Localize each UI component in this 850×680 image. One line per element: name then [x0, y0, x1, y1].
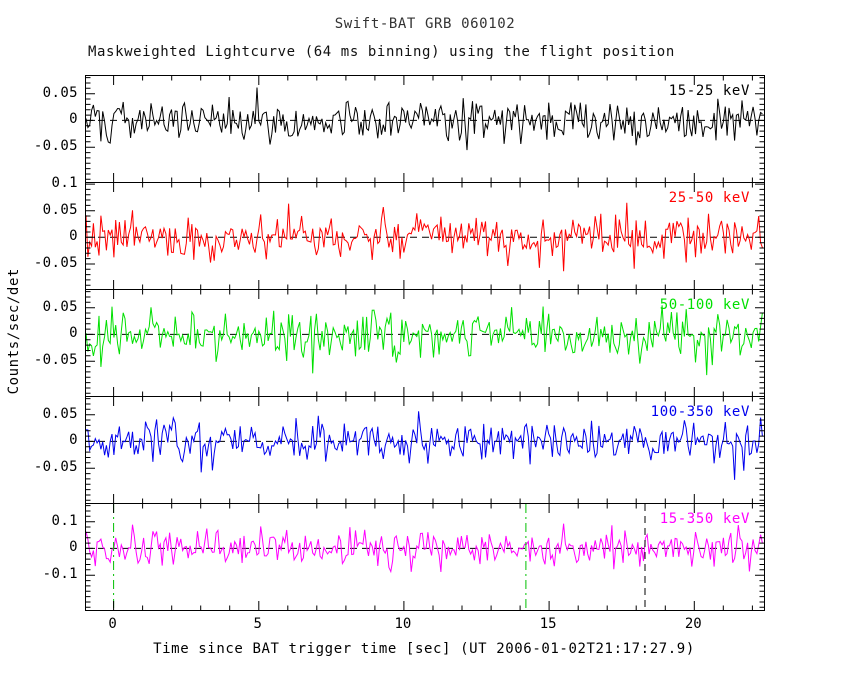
x-tick-label: 0	[108, 616, 117, 632]
band-label-50-100-kev: 50-100 keV	[659, 297, 750, 313]
y-tick-label: -0.05	[33, 138, 78, 155]
band-label-100-350-kev: 100-350 keV	[650, 404, 750, 420]
panel-100-350-kev: 100-350 keV	[85, 396, 765, 504]
y-tick-label: 0.05	[42, 405, 78, 422]
lightcurve-plot-15-25-kev	[86, 76, 764, 182]
y-tick-label: -0.05	[33, 352, 78, 369]
panel-50-100-kev: 50-100 keV	[85, 289, 765, 397]
y-tick-label: 0.1	[51, 175, 78, 192]
band-label-15-25-kev: 15-25 keV	[668, 83, 750, 99]
y-tick-label: 0	[69, 111, 78, 128]
x-tick-label: 20	[684, 616, 702, 632]
y-tick-label: 0	[69, 325, 78, 342]
lightcurve-plot-15-350-kev	[86, 504, 764, 610]
y-tick-label: 0	[69, 432, 78, 449]
y-tick-label: 0	[69, 228, 78, 245]
y-tick-label: 0.05	[42, 84, 78, 101]
x-tick-label: 5	[253, 616, 262, 632]
y-tick-label: -0.05	[33, 254, 78, 271]
y-tick-label: -0.1	[42, 566, 78, 583]
panel-25-50-kev: 25-50 keV	[85, 182, 765, 290]
lightcurve-plot-25-50-kev	[86, 183, 764, 289]
x-tick-label: 10	[394, 616, 412, 632]
plot-subtitle: Maskweighted Lightcurve (64 ms binning) …	[88, 44, 675, 60]
plot-title: Swift-BAT GRB 060102	[334, 16, 516, 32]
panel-15-25-kev: 15-25 keV	[85, 75, 765, 183]
y-tick-label: 0	[69, 539, 78, 556]
x-axis-label: Time since BAT trigger time [sec] (UT 20…	[153, 641, 695, 657]
y-axis-label: Counts/sec/det	[6, 268, 22, 395]
x-tick-label: 15	[539, 616, 557, 632]
y-tick-label: 0.1	[51, 512, 78, 529]
lightcurve-plot-100-350-kev	[86, 397, 764, 503]
band-label-25-50-kev: 25-50 keV	[668, 190, 750, 206]
y-tick-label: 0.05	[42, 298, 78, 315]
lightcurve-plot-50-100-kev	[86, 290, 764, 396]
y-tick-label: 0.05	[42, 201, 78, 218]
panel-15-350-kev: 15-350 keV	[85, 503, 765, 611]
y-tick-label: -0.05	[33, 459, 78, 476]
band-label-15-350-kev: 15-350 keV	[659, 511, 750, 527]
